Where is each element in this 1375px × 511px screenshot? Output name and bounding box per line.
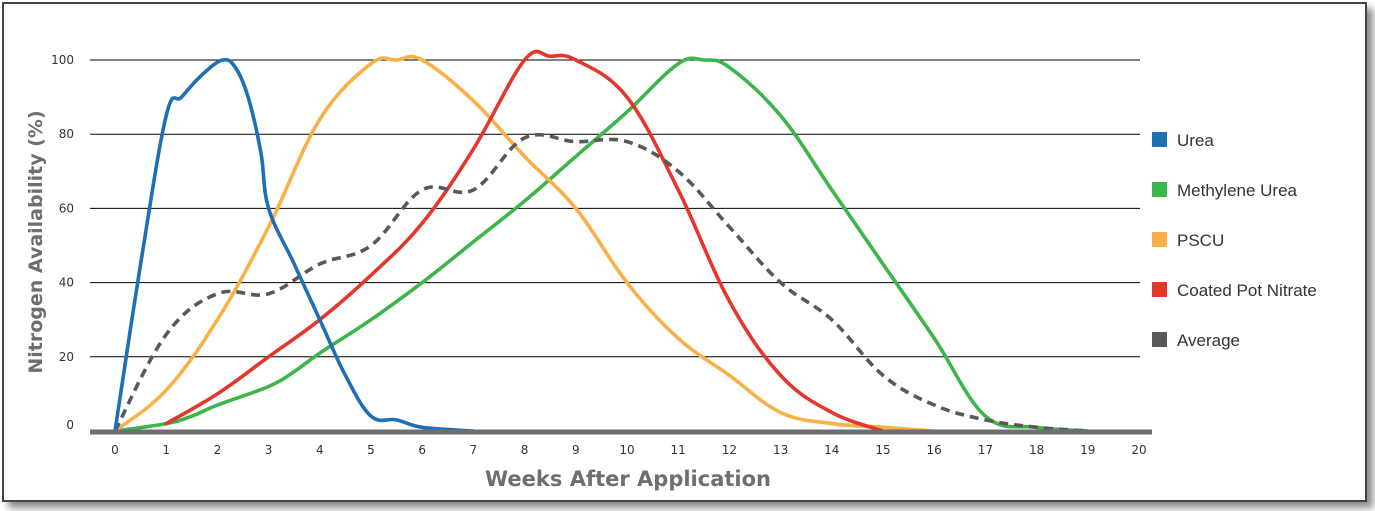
y-tick-label: 0 — [66, 418, 74, 432]
x-tick-label: 11 — [671, 443, 686, 457]
line-chart: 0 1 2 3 4 5 6 7 8 9 10 11 12 13 14 15 16 17 18 19 20 0204060… — [25, 49, 1317, 491]
x-tick-label: 19 — [1080, 443, 1095, 457]
x-tick-label: 5 — [367, 443, 375, 457]
x-tick-label: 13 — [773, 443, 788, 457]
series-line-pscu — [113, 54, 936, 433]
x-tick-label: 18 — [1029, 443, 1044, 457]
x-tick-label: 8 — [521, 443, 529, 457]
x-axis-title: Weeks After Application — [485, 467, 771, 491]
x-tick-label: 6 — [418, 443, 426, 457]
x-tick-label: 3 — [265, 443, 273, 457]
series-line-coated-pot-nitrate — [164, 49, 885, 433]
x-tick-label: 1 — [162, 443, 170, 457]
legend-label: PSCU — [1177, 231, 1224, 250]
x-tick-label: 20 — [1131, 443, 1146, 457]
legend-swatch — [1152, 282, 1167, 297]
series-line-urea — [113, 57, 476, 433]
x-tick-label: 7 — [470, 443, 478, 457]
x-tick-label: 17 — [978, 443, 993, 457]
y-tick-label: 60 — [59, 201, 74, 215]
x-tick-label: 16 — [927, 443, 942, 457]
chart-frame: 0 1 2 3 4 5 6 7 8 9 10 11 12 13 14 15 16 17 18 19 20 0 20 40 60… — [2, 2, 1367, 502]
legend-swatch — [1152, 332, 1167, 347]
y-tick-label: 40 — [59, 276, 74, 290]
legend-label: Coated Pot Nitrate — [1177, 281, 1317, 300]
series-lines — [113, 49, 1090, 433]
legend-swatch — [1152, 182, 1167, 197]
x-tick-label: 10 — [619, 443, 634, 457]
x-tick-label: 14 — [824, 443, 839, 457]
legend-swatch — [1152, 132, 1167, 147]
legend: Urea Methylene Urea PSCU Coated Pot Nitrate… — [1152, 131, 1317, 350]
x-tick-label: 12 — [722, 443, 737, 457]
y-tick-label: 80 — [59, 127, 74, 141]
y-tick-label: 100 — [51, 53, 74, 67]
x-tick-label: 15 — [875, 443, 890, 457]
y-axis: 0 20 40 60 80 100 — [51, 53, 74, 432]
gridlines — [90, 59, 1140, 358]
legend-label: Average — [1177, 331, 1240, 350]
series-line-average — [113, 132, 1088, 433]
legend-label: Methylene Urea — [1177, 181, 1298, 200]
y-axis-title: Nitrogen Availability (%) — [25, 110, 47, 373]
x-axis: 0 1 2 3 4 5 6 7 8 9 10 11 12 13 14 15 16 17 18 19 20 — [90, 429, 1152, 457]
series-line-methylene-urea — [113, 56, 1090, 433]
x-tick-label: 4 — [316, 443, 324, 457]
x-tick-label: 2 — [214, 443, 222, 457]
x-tick-label: 9 — [572, 443, 580, 457]
y-tick-label: 20 — [59, 350, 74, 364]
legend-label: Urea — [1177, 131, 1214, 150]
x-tick-label: 0 — [111, 443, 119, 457]
legend-swatch — [1152, 232, 1167, 247]
